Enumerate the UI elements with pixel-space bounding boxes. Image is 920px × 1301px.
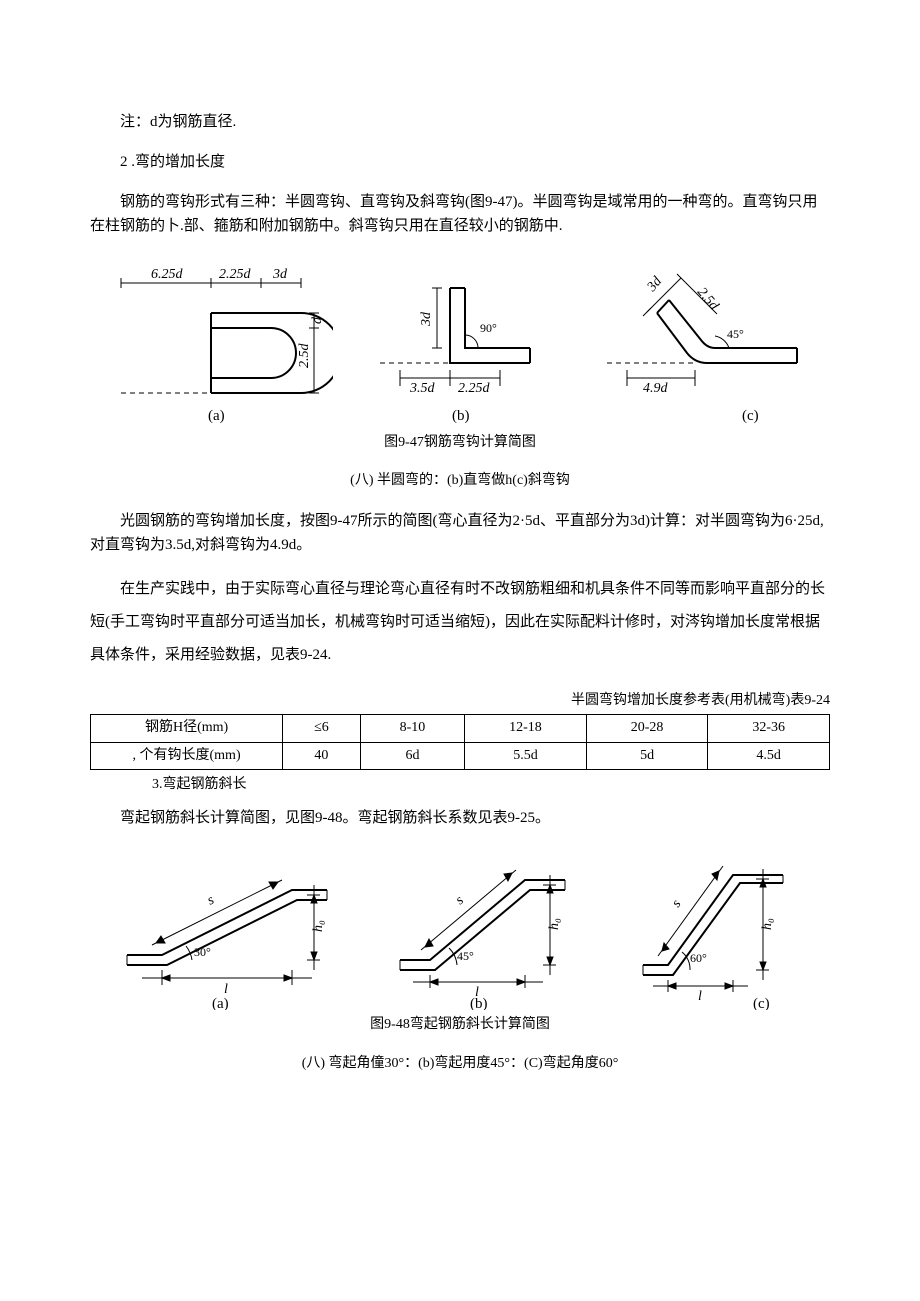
lab-s-c: s bbox=[669, 897, 685, 911]
fig-9-48-c: s 60° l h₀ (c) bbox=[628, 850, 808, 1010]
lab-3d-c: 3d bbox=[644, 273, 666, 295]
cell: 12-18 bbox=[465, 715, 587, 742]
section-3-title: 3.弯起钢筋斜长 bbox=[152, 774, 830, 796]
lab-h0-c: h₀ bbox=[760, 918, 775, 930]
lab-2-5d-c: 2.5d bbox=[694, 285, 722, 314]
lab-s-a: s bbox=[205, 893, 217, 909]
lab-45deg-b: 45° bbox=[457, 949, 474, 963]
lab-60deg: 60° bbox=[690, 951, 707, 965]
lab-h0-a: h₀ bbox=[311, 920, 326, 932]
fig-9-48-b: s 45° l h₀ (b) bbox=[385, 850, 585, 1010]
cell: 钢筋H径(mm) bbox=[91, 715, 283, 742]
figure-9-47-row: 6.25d 2.25d 3d 2.5d d (a) bbox=[90, 258, 830, 428]
figure-9-48-row: s 30° l h₀ (a) bbox=[90, 850, 830, 1010]
cell: 5.5d bbox=[465, 742, 587, 769]
fig-9-47-b: 3d 90° 3.5d 2.25d (b) bbox=[360, 258, 560, 428]
lab-h0-b: h₀ bbox=[547, 918, 562, 930]
lab-d: d bbox=[310, 316, 325, 324]
sub-a48: (a) bbox=[212, 996, 229, 1010]
section-2-title: 2 .弯的增加长度 bbox=[90, 150, 830, 174]
cell: , 个有钩长度(mm) bbox=[91, 742, 283, 769]
sub-a: (a) bbox=[208, 408, 225, 424]
table-9-24-title: 半圆弯钩增加长度参考表(用机械弯)表9-24 bbox=[90, 690, 830, 712]
lab-3d-top: 3d bbox=[272, 267, 288, 282]
sub-b48: (b) bbox=[470, 996, 488, 1010]
lab-30deg: 30° bbox=[194, 945, 211, 959]
cell: 40 bbox=[283, 742, 361, 769]
cell: 8-10 bbox=[360, 715, 464, 742]
lab-2-25d-b: 2.25d bbox=[458, 381, 491, 396]
lab-3-5d: 3.5d bbox=[409, 381, 436, 396]
sub-c48: (c) bbox=[753, 996, 770, 1010]
table-row: , 个有钩长度(mm) 40 6d 5.5d 5d 4.5d bbox=[91, 742, 830, 769]
fig-9-47-c: 3d 2.5d 45° 4.9d (c) bbox=[587, 258, 817, 428]
lab-2-25d: 2.25d bbox=[219, 267, 252, 282]
para-practice: 在生产实践中，由于实际弯心直径与理论弯心直径有时不改钢筋粗细和机具条件不同等而影… bbox=[90, 573, 830, 672]
sub-c: (c) bbox=[742, 408, 759, 424]
para-hook-types: 钢筋的弯钩形式有三种：半圆弯钩、直弯钩及斜弯钩(图9-47)。半圆弯钩是域常用的… bbox=[90, 190, 830, 238]
lab-2-5d: 2.5d bbox=[297, 343, 312, 369]
lab-3d-b: 3d bbox=[419, 311, 434, 327]
figure-9-47-subcaption: (八) 半圆弯的：(b)直弯做h(c)斜弯钩 bbox=[90, 470, 830, 492]
cell: ≤6 bbox=[283, 715, 361, 742]
lab-6-25d: 6.25d bbox=[151, 267, 184, 282]
figure-9-48-subcaption: (八) 弯起角僮30°：(b)弯起用度45°：(C)弯起角度60° bbox=[90, 1053, 830, 1075]
table-9-24: 钢筋H径(mm) ≤6 8-10 12-18 20-28 32-36 , 个有钩… bbox=[90, 714, 830, 770]
cell: 5d bbox=[586, 742, 708, 769]
para-hook-length-calc: 光圆钢筋的弯钩增加长度，按图9-47所示的简图(弯心直径为2·5d、平直部分为3… bbox=[90, 509, 830, 557]
cell: 4.5d bbox=[708, 742, 830, 769]
lab-90deg: 90° bbox=[480, 321, 497, 335]
lab-l-c: l bbox=[698, 989, 702, 1004]
figure-9-47-caption: 图9-47钢筋弯钩计算简图 bbox=[90, 432, 830, 454]
lab-s-b: s bbox=[453, 893, 467, 908]
fig-9-48-a: s 30° l h₀ (a) bbox=[112, 850, 342, 1010]
cell: 20-28 bbox=[586, 715, 708, 742]
lab-l-a: l bbox=[224, 982, 228, 997]
cell: 6d bbox=[360, 742, 464, 769]
para-bent-bar: 弯起钢筋斜长计算简图，见图9-48。弯起钢筋斜长系数见表9-25。 bbox=[90, 806, 830, 830]
lab-45deg: 45° bbox=[727, 327, 744, 341]
sub-b: (b) bbox=[452, 408, 470, 424]
cell: 32-36 bbox=[708, 715, 830, 742]
table-row: 钢筋H径(mm) ≤6 8-10 12-18 20-28 32-36 bbox=[91, 715, 830, 742]
note-d-diameter: 注：d为钢筋直径. bbox=[90, 110, 830, 134]
figure-9-48-caption: 图9-48弯起钢筋斜长计算简图 bbox=[90, 1014, 830, 1036]
fig-9-47-a: 6.25d 2.25d 3d 2.5d d (a) bbox=[103, 258, 333, 428]
lab-4-9d: 4.9d bbox=[643, 381, 669, 396]
